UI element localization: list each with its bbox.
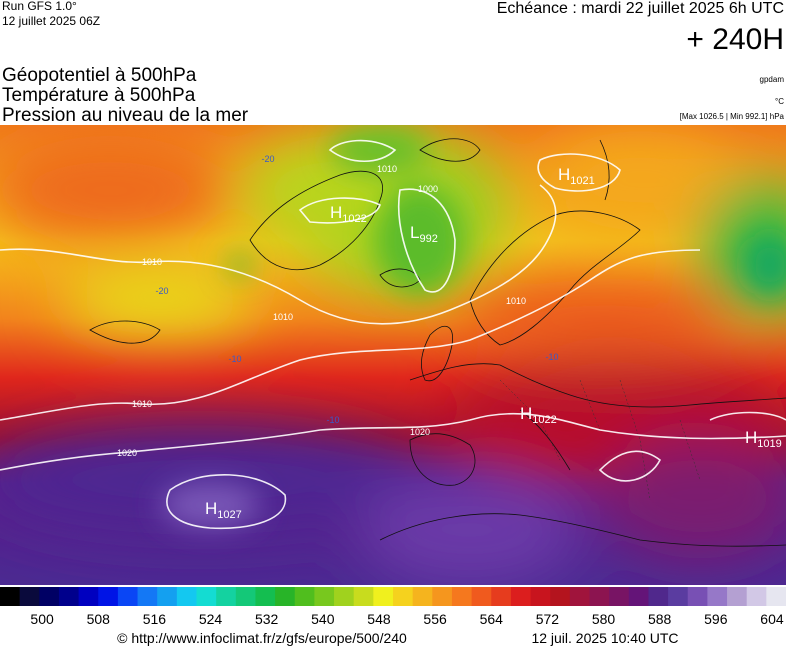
scale-swatch (727, 587, 748, 606)
center-letter: H (745, 428, 757, 447)
legend-line: Pression au niveau de la mer (2, 105, 249, 126)
isotherm-label: -10 (326, 415, 339, 425)
scale-tick-label: 588 (648, 611, 672, 627)
scale-swatch (39, 587, 60, 606)
scale-swatch (766, 587, 786, 606)
map: H1021H1022L992H1022H1019H102710101010102… (0, 125, 786, 585)
forecast-time: Echéance : mardi 22 juillet 2025 6h UTC (497, 0, 784, 17)
scale-tick-label: 556 (423, 611, 447, 627)
isobar-label: 1020 (410, 427, 430, 437)
isobar-label: 1020 (117, 448, 137, 458)
scale-swatch (451, 587, 473, 606)
scale-tick-label: 500 (30, 611, 54, 627)
run-label: Run GFS 1.0° (2, 0, 77, 13)
scale-swatch (314, 587, 335, 606)
center-letter: H (558, 165, 570, 184)
scale-swatch (393, 587, 414, 606)
scale-swatch (19, 587, 40, 606)
run-date: 12 juillet 2025 06Z (2, 14, 100, 28)
unit: [Max 1026.5 | Min 992.1] hPa (680, 112, 785, 121)
pressure-center: H1021 (558, 165, 595, 187)
isotherm-label: -20 (261, 154, 274, 164)
scale-swatch (353, 587, 374, 606)
isobar-label: 1010 (506, 296, 526, 306)
lead-time: + 240H (686, 23, 784, 56)
scale-tick-label: 548 (367, 611, 391, 627)
scale-swatch (117, 587, 139, 606)
scale-swatch (530, 587, 551, 606)
scale-swatch (491, 587, 512, 606)
scale-swatch (196, 587, 217, 606)
center-value: 1021 (570, 175, 594, 187)
scale-swatch (0, 587, 21, 606)
scale-swatch (569, 587, 590, 606)
center-letter: H (330, 203, 342, 222)
isobar-label: 1000 (418, 184, 438, 194)
scale-swatch (550, 587, 571, 606)
center-value: 1022 (342, 213, 366, 225)
center-letter: H (205, 499, 217, 518)
source: © http://www.infoclimat.fr/z/gfs/europe/… (117, 630, 407, 646)
isotherm-label: -20 (155, 286, 168, 296)
pressure-center: H1027 (205, 499, 242, 521)
pressure-center: H1019 (745, 428, 782, 450)
isobar-label: 1010 (142, 257, 162, 267)
scale-tick-label: 580 (592, 611, 616, 627)
center-letter: H (520, 404, 532, 423)
scale-swatch (216, 587, 237, 606)
center-value: 992 (419, 233, 437, 245)
scale-swatch (58, 587, 80, 606)
isotherm-label: -10 (228, 354, 241, 364)
scale-tick-label: 596 (704, 611, 728, 627)
center-value: 1027 (217, 509, 241, 521)
scale-swatch (471, 587, 492, 606)
scale-swatch (432, 587, 453, 606)
scale-tick-label: 524 (199, 611, 223, 627)
scale-swatch (275, 587, 296, 606)
scale-swatch (628, 587, 649, 606)
scale-swatch (373, 587, 394, 606)
scale-swatch (334, 587, 355, 606)
isotherm-label: -10 (545, 352, 558, 362)
scale-swatch (294, 587, 315, 606)
unit: gpdam (760, 75, 785, 84)
isobar-label: 1010 (132, 399, 152, 409)
scale-swatch (412, 587, 433, 606)
scale-tick-label: 540 (311, 611, 335, 627)
legend-line: Géopotentiel à 500hPa (2, 65, 197, 86)
isobar-label: 1010 (377, 164, 397, 174)
scale-swatch (609, 587, 630, 606)
scale-swatch (668, 587, 689, 606)
scale-swatch (687, 587, 708, 606)
scale-swatch (98, 587, 119, 606)
scale-swatch (137, 587, 158, 606)
scale-swatch (78, 587, 99, 606)
center-value: 1022 (532, 414, 556, 426)
pressure-center: H1022 (330, 203, 367, 225)
pressure-center: L992 (410, 223, 438, 245)
pressure-center: H1022 (520, 404, 557, 426)
scale-swatch (235, 587, 256, 606)
scale-swatch (157, 587, 178, 606)
isobar-label: 1010 (273, 312, 293, 322)
scale-tick-label: 516 (143, 611, 167, 627)
legend-line: Température à 500hPa (2, 85, 196, 106)
scale-tick-label: 532 (255, 611, 279, 627)
scale-tick-label: 564 (480, 611, 504, 627)
scale-swatch (255, 587, 276, 606)
scale-swatch (707, 587, 728, 606)
scale-swatch (746, 587, 767, 606)
unit: °C (775, 97, 784, 106)
timestamp: 12 juil. 2025 10:40 UTC (531, 630, 678, 646)
center-letter: L (410, 223, 419, 242)
scale-swatch (510, 587, 532, 606)
scale-swatch (648, 587, 669, 606)
scale-tick-label: 572 (536, 611, 560, 627)
scale-tick-label: 604 (760, 611, 784, 627)
scale-swatch (589, 587, 610, 606)
scale-swatch (176, 587, 197, 606)
center-value: 1019 (757, 438, 781, 450)
scale-tick-label: 508 (87, 611, 111, 627)
